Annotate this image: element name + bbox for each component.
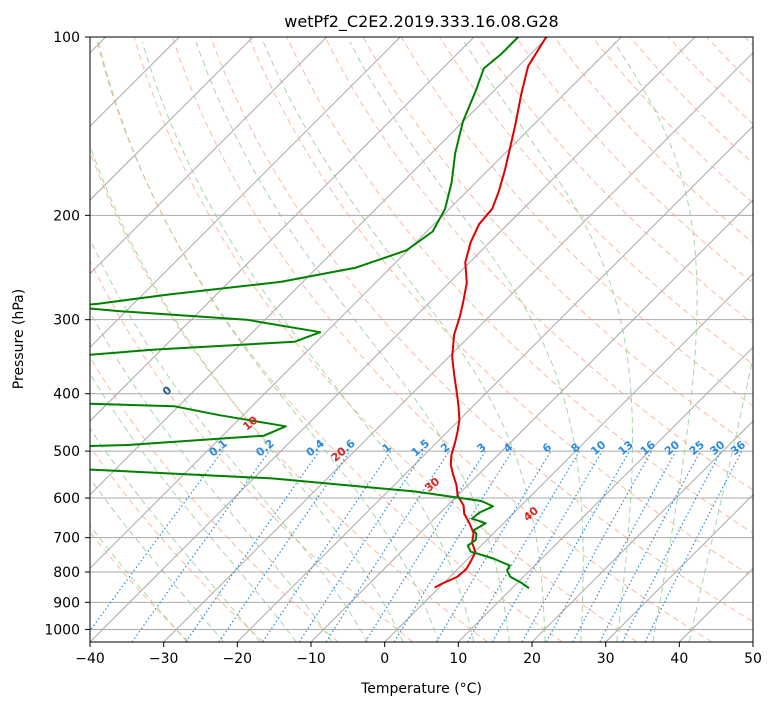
isotherm-line xyxy=(236,125,753,642)
mixing-ratio-line xyxy=(90,450,223,632)
mixing-ratio-line xyxy=(185,450,320,642)
isotherm-line xyxy=(605,493,753,642)
isotherm-line xyxy=(90,37,401,349)
dry-adiabat-line xyxy=(248,37,753,578)
mixing-ratio-line xyxy=(262,450,392,642)
moist-adiabat-line xyxy=(90,237,369,642)
chart-title: wetPf2_C2E2.2019.333.16.08.G28 xyxy=(284,12,558,32)
mixing-ratio-line xyxy=(572,450,677,642)
dry-adiabat-line xyxy=(286,37,753,534)
moist-adiabat-line xyxy=(90,524,188,642)
y-tick-label: 1000 xyxy=(44,622,80,638)
dry-adiabat-line xyxy=(90,259,414,642)
dry-adiabat-line xyxy=(171,37,712,642)
x-tick-label: −20 xyxy=(223,651,253,667)
x-tick-label: 40 xyxy=(670,651,688,667)
x-tick-label: −40 xyxy=(75,651,105,667)
y-tick-label: 900 xyxy=(53,595,80,611)
y-tick-label: 300 xyxy=(53,313,80,329)
x-tick-label: 50 xyxy=(744,651,762,667)
isotherm-line xyxy=(90,37,696,642)
x-tick-label: 30 xyxy=(597,651,615,667)
mixing-ratio-line xyxy=(545,450,653,642)
dry-adiabat-line xyxy=(133,37,638,642)
plot-frame xyxy=(89,36,754,643)
x-tick-label: −10 xyxy=(296,651,326,667)
y-tick-label: 600 xyxy=(53,491,80,507)
mixing-ratio-line xyxy=(644,450,743,642)
moist-adiabat-line xyxy=(90,310,333,642)
isotherm-line xyxy=(90,37,549,496)
moist-adiabat-line xyxy=(262,41,546,642)
isotherm-line xyxy=(90,37,622,570)
moist-adiabat-line xyxy=(90,427,261,642)
dry-adiabat-line xyxy=(324,37,753,491)
y-tick-label: 700 xyxy=(53,531,80,547)
moist-adiabat-line xyxy=(195,41,510,642)
moist-adiabat-line xyxy=(688,355,753,642)
moist-adiabat-line xyxy=(90,372,297,642)
mixing-ratio-line xyxy=(325,450,450,642)
dry-adiabat-line xyxy=(95,37,563,642)
moist-adiabat-line xyxy=(90,477,225,642)
x-axis-label: Temperature (°C) xyxy=(360,681,482,697)
isotherm-line xyxy=(90,37,328,275)
moist-adiabat-line xyxy=(90,144,404,642)
y-tick-label: 400 xyxy=(53,387,80,403)
dry-adiabat-line xyxy=(515,37,753,284)
x-tick-label: 10 xyxy=(449,651,467,667)
x-tick-label: −30 xyxy=(149,651,179,667)
y-tick-label: 800 xyxy=(53,565,80,581)
moist-adiabat-line xyxy=(349,41,584,642)
mixing-ratio-line xyxy=(131,450,270,642)
dewpoint-profile-line xyxy=(90,37,530,590)
dry-adiabat-line xyxy=(90,445,264,642)
temperature-profile-line xyxy=(434,37,548,589)
mixing-ratio-line xyxy=(298,450,425,642)
dry-adiabat-line xyxy=(210,37,753,623)
y-tick-label: 200 xyxy=(53,208,80,224)
isotherm-line xyxy=(90,37,475,422)
isotherm-line xyxy=(531,420,753,642)
y-axis: 100 200 300 400 500 600 700 800 900 1000 xyxy=(44,30,90,638)
y-tick-label: 100 xyxy=(53,30,80,46)
moist-adiabat-line xyxy=(141,41,475,642)
sounding-profiles xyxy=(90,37,548,590)
mixing-ratio-lines xyxy=(90,450,743,642)
x-tick-label: 20 xyxy=(523,651,541,667)
x-axis: −40 −30 −20 −10 0 10 20 30 40 50 xyxy=(75,642,762,667)
isobar-grid xyxy=(90,37,753,630)
isotherm-line xyxy=(90,37,254,201)
y-axis-label: Pressure (hPa) xyxy=(11,289,27,389)
plot-area: 0.1 0.2 0.4 0.6 1 1.5 2 3 4 6 8 10 13 16 20 25 30 3601020… xyxy=(90,37,753,642)
isotherm-line xyxy=(457,346,753,642)
moist-adiabat-line xyxy=(613,41,698,642)
dry-adiabats xyxy=(90,37,753,642)
mixing-ratio-line xyxy=(218,450,351,642)
x-tick-label: 0 xyxy=(380,651,389,667)
isotherm-grid xyxy=(90,37,753,642)
mixing-ratio-line xyxy=(521,450,631,642)
isotherm-line xyxy=(384,272,753,642)
mixing-ratio-line xyxy=(393,450,513,642)
dry-adiabat-line xyxy=(90,356,339,642)
y-tick-label: 500 xyxy=(53,444,80,460)
